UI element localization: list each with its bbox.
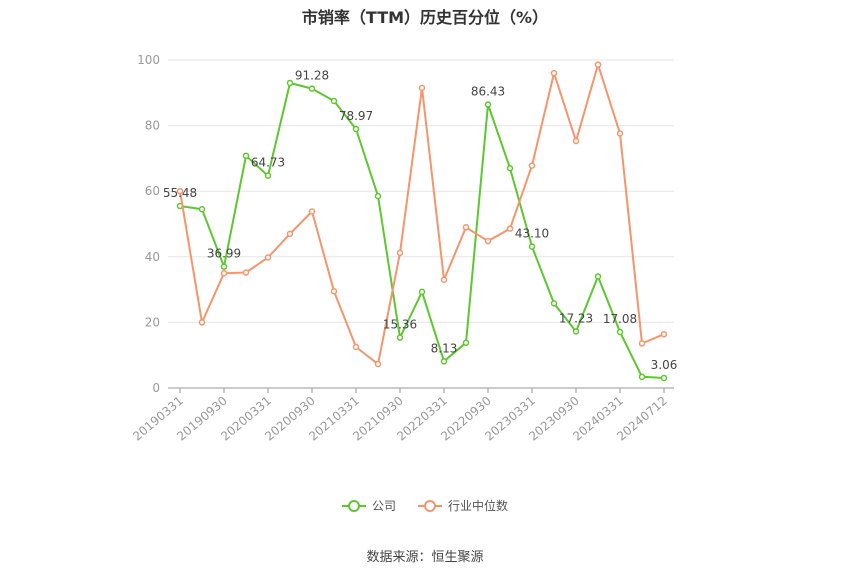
- series-line-0: [179, 82, 665, 379]
- y-tick-label-20: 20: [145, 315, 160, 329]
- series-0-point-19: [594, 273, 602, 280]
- series-1-point-0: [176, 187, 184, 195]
- data-label-10: 15.36: [383, 318, 417, 332]
- series-1-point-1: [198, 319, 206, 326]
- series-1-point-9: [374, 360, 382, 368]
- series-1-point-16: [528, 162, 536, 169]
- y-tick-label-40: 40: [145, 250, 160, 264]
- series-1-point-14: [484, 237, 492, 245]
- chart-title: 市销率（TTM）历史百分位（%）: [301, 8, 549, 27]
- series-1-point-8: [352, 343, 360, 351]
- legend-item-company[interactable]: 公司: [341, 497, 396, 514]
- series-0-point-6: [308, 85, 316, 92]
- series-1-point-20: [616, 130, 624, 137]
- series-1-point-21: [638, 340, 646, 347]
- series-0-point-16: [528, 243, 536, 250]
- series-0-point-11: [418, 288, 426, 296]
- source-note: 数据来源：恒生聚源: [366, 550, 484, 565]
- series-0-point-22: [660, 374, 668, 382]
- data-label-20: 17.08: [603, 312, 637, 326]
- legend: 公司 行业中位数: [0, 497, 850, 514]
- series-0-point-21: [638, 373, 646, 381]
- series-1-point-11: [418, 84, 426, 92]
- data-label-16: 43.10: [515, 227, 549, 241]
- series-0-point-10: [396, 334, 404, 341]
- series-0-point-17: [550, 300, 558, 307]
- series-0-point-4: [264, 172, 272, 179]
- line-chart: 0204060801002019033120190930202003312020…: [130, 53, 678, 444]
- series-0-point-18: [572, 328, 580, 335]
- series-0-point-14: [484, 101, 492, 108]
- y-tick-label-100: 100: [137, 53, 160, 67]
- legend-item-industry-median[interactable]: 行业中位数: [418, 497, 508, 514]
- series-1-point-4: [264, 254, 272, 261]
- series-0-point-3: [242, 152, 250, 160]
- series-1-point-19: [594, 61, 602, 68]
- series-1-point-15: [506, 225, 514, 232]
- data-label-8: 78.97: [339, 109, 373, 123]
- series-0-point-7: [330, 97, 338, 105]
- data-label-12: 8.13: [431, 341, 458, 355]
- data-label-22: 3.06: [651, 358, 678, 372]
- data-label-layer: 55.48 36.99 64.73 91.28 78.97 15.36 8.13 86.43 4…: [163, 69, 678, 372]
- series-0-point-15: [506, 164, 514, 172]
- grid-layer: [168, 59, 674, 323]
- y-tick-label-80: 80: [145, 119, 160, 133]
- legend-swatch-industry-icon: [418, 499, 442, 512]
- series-1-point-2: [220, 269, 228, 277]
- series-1-point-10: [396, 249, 404, 257]
- series-1-point-18: [572, 137, 580, 145]
- series-1-point-17: [550, 69, 558, 77]
- y-tick-label-0: 0: [152, 381, 160, 395]
- data-label-4: 64.73: [251, 156, 285, 170]
- series-0-point-9: [374, 192, 382, 200]
- data-label-18: 17.23: [559, 311, 593, 325]
- legend-label-company: 公司: [371, 499, 396, 513]
- series-0-point-2: [220, 263, 228, 270]
- data-label-0: 55.48: [163, 186, 197, 200]
- series-0-point-5: [286, 79, 294, 87]
- y-tick-label-60: 60: [145, 184, 160, 198]
- series-1-point-12: [440, 276, 448, 284]
- series-1-point-5: [286, 230, 294, 238]
- series-0-point-8: [352, 125, 360, 133]
- series-1-point-7: [330, 287, 338, 295]
- series-0-point-12: [440, 358, 448, 365]
- legend-swatch-company-icon: [341, 499, 366, 512]
- data-label-14: 86.43: [471, 85, 505, 99]
- data-label-6: 91.28: [295, 69, 329, 83]
- legend-label-industry-median: 行业中位数: [448, 499, 509, 513]
- series-1-point-3: [242, 269, 250, 276]
- series-layer: [176, 61, 668, 382]
- series-0-point-1: [198, 205, 206, 213]
- series-1-point-13: [462, 224, 470, 231]
- series-0-point-20: [616, 328, 624, 336]
- series-0-point-13: [462, 339, 470, 346]
- data-label-2: 36.99: [207, 247, 241, 261]
- series-1-point-22: [660, 330, 668, 338]
- series-1-point-6: [308, 208, 316, 215]
